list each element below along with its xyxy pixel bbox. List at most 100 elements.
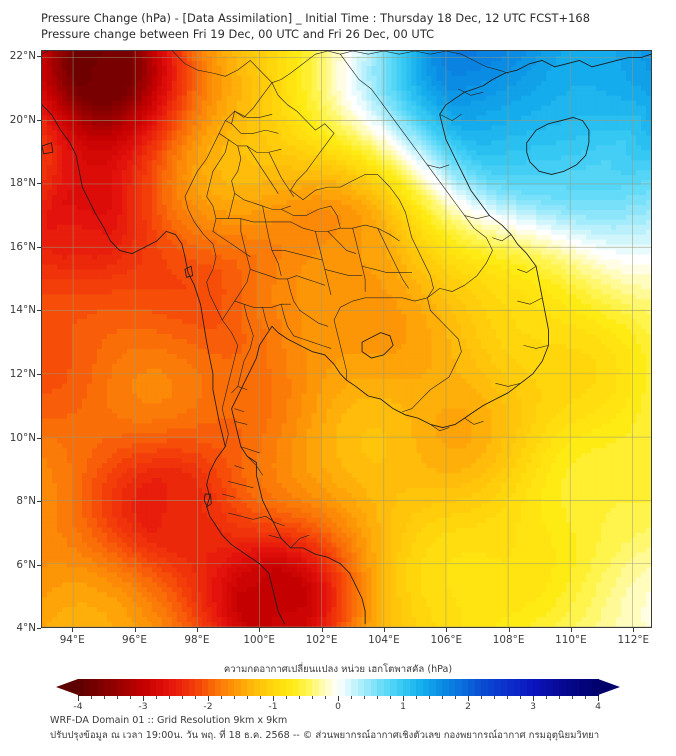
y-axis-tick-mark	[37, 56, 41, 58]
colorbar-segment	[474, 679, 482, 696]
colorbar-segment	[84, 679, 92, 696]
colorbar-minor-tick	[572, 696, 573, 699]
colorbar-minor-tick	[182, 696, 183, 699]
colorbar-major-tick	[338, 696, 339, 701]
x-axis-tick-mark	[196, 628, 198, 632]
y-axis-tick-label: 22°N	[9, 50, 36, 63]
colorbar-tick-label: -4	[73, 701, 83, 712]
colorbar-segment	[409, 679, 417, 696]
colorbar-segment	[143, 679, 151, 696]
x-axis-tick-label: 110°E	[555, 634, 587, 646]
colorbar-segment	[435, 679, 443, 696]
colorbar-segment	[169, 679, 177, 696]
colorbar-label: ความกดอากาศเปลี่ยนแปลง หน่วย เฮกโตพาสคัล…	[223, 664, 453, 675]
colorbar-segment	[78, 679, 86, 696]
colorbar-major-tick	[78, 696, 79, 701]
colorbar-segment	[422, 679, 430, 696]
page-title: Pressure Change (hPa) - [Data Assimilati…	[41, 11, 591, 25]
colorbar-segment	[572, 679, 580, 696]
colorbar-minor-tick	[455, 696, 456, 699]
colorbar-segment	[344, 679, 352, 696]
colorbar-minor-tick	[104, 696, 105, 699]
colorbar-minor-tick	[169, 696, 170, 699]
y-axis-tick-mark	[37, 119, 41, 121]
colorbar-minor-tick	[117, 696, 118, 699]
colorbar-minor-tick	[442, 696, 443, 699]
colorbar-segment	[448, 679, 456, 696]
colorbar-segment	[468, 679, 476, 696]
x-axis-tick-mark	[446, 628, 448, 632]
x-axis-tick-label: 106°E	[430, 634, 463, 646]
colorbar-segment	[195, 679, 203, 696]
colorbar-minor-tick	[351, 696, 352, 699]
colorbar-segment	[546, 679, 554, 696]
colorbar-segment	[149, 679, 157, 696]
colorbar-segment	[156, 679, 164, 696]
y-axis-tick-label: 8°N	[16, 495, 36, 507]
colorbar-segment	[533, 679, 541, 696]
x-axis-tick-label: 104°E	[368, 634, 400, 646]
colorbar-segment	[585, 679, 593, 696]
x-axis-tick-mark	[508, 628, 510, 632]
colorbar-segment	[481, 679, 489, 696]
y-axis-tick-label: 12°N	[9, 367, 36, 380]
colorbar-tick-label: -1	[268, 701, 278, 712]
colorbar-minor-tick	[247, 696, 248, 699]
y-axis-tick-mark	[37, 310, 41, 312]
colorbar-segment	[429, 679, 437, 696]
colorbar-extend-high-icon	[598, 679, 620, 695]
pressure-change-field	[42, 51, 651, 627]
colorbar-segment	[234, 679, 242, 696]
colorbar-minor-tick	[130, 696, 131, 699]
colorbar-minor-tick	[390, 696, 391, 699]
colorbar-major-tick	[273, 696, 274, 701]
x-axis-tick-mark	[383, 628, 385, 632]
colorbar-minor-tick	[377, 696, 378, 699]
colorbar-major-tick	[403, 696, 404, 701]
colorbar-segment	[591, 679, 599, 696]
colorbar-segment	[416, 679, 424, 696]
colorbar-segment	[396, 679, 404, 696]
colorbar-segment	[227, 679, 235, 696]
y-axis-tick-mark	[37, 564, 41, 566]
colorbar-gradient	[78, 679, 599, 696]
colorbar-segment	[240, 679, 248, 696]
colorbar-segment	[403, 679, 411, 696]
colorbar-extend-low-icon	[56, 679, 78, 695]
colorbar-minor-tick	[494, 696, 495, 699]
x-axis-tick-mark	[633, 628, 635, 632]
x-axis-tick-label: 98°E	[184, 634, 210, 646]
colorbar-tick-label: -3	[138, 701, 148, 712]
x-axis-tick-mark	[259, 628, 261, 632]
x-axis-tick-label: 100°E	[243, 634, 275, 646]
colorbar-minor-tick	[312, 696, 313, 699]
colorbar-segment	[331, 679, 339, 696]
colorbar-minor-tick	[221, 696, 222, 699]
colorbar-segment	[279, 679, 287, 696]
colorbar-minor-tick	[507, 696, 508, 699]
colorbar-segment	[520, 679, 528, 696]
colorbar-segment	[117, 679, 125, 696]
map-plot-area	[41, 50, 652, 628]
colorbar-major-tick	[598, 696, 599, 701]
colorbar-segment	[312, 679, 320, 696]
colorbar-segment	[253, 679, 261, 696]
colorbar-segment	[247, 679, 255, 696]
colorbar-segment	[565, 679, 573, 696]
colorbar-minor-tick	[156, 696, 157, 699]
x-axis-tick-label: 96°E	[122, 634, 147, 646]
colorbar-segment	[552, 679, 560, 696]
colorbar-tick-label: 0	[335, 701, 341, 712]
colorbar-segment	[338, 679, 346, 696]
colorbar-segment	[299, 679, 307, 696]
y-axis-tick-label: 16°N	[9, 240, 36, 253]
colorbar-minor-tick	[91, 696, 92, 699]
colorbar-segment	[260, 679, 268, 696]
colorbar-segment	[110, 679, 118, 696]
chart-title-block: Pressure Change (hPa) - [Data Assimilati…	[41, 11, 661, 42]
colorbar-segment	[188, 679, 196, 696]
colorbar-segment	[182, 679, 190, 696]
colorbar-segment	[214, 679, 222, 696]
colorbar-segment	[221, 679, 229, 696]
colorbar-segment	[201, 679, 209, 696]
